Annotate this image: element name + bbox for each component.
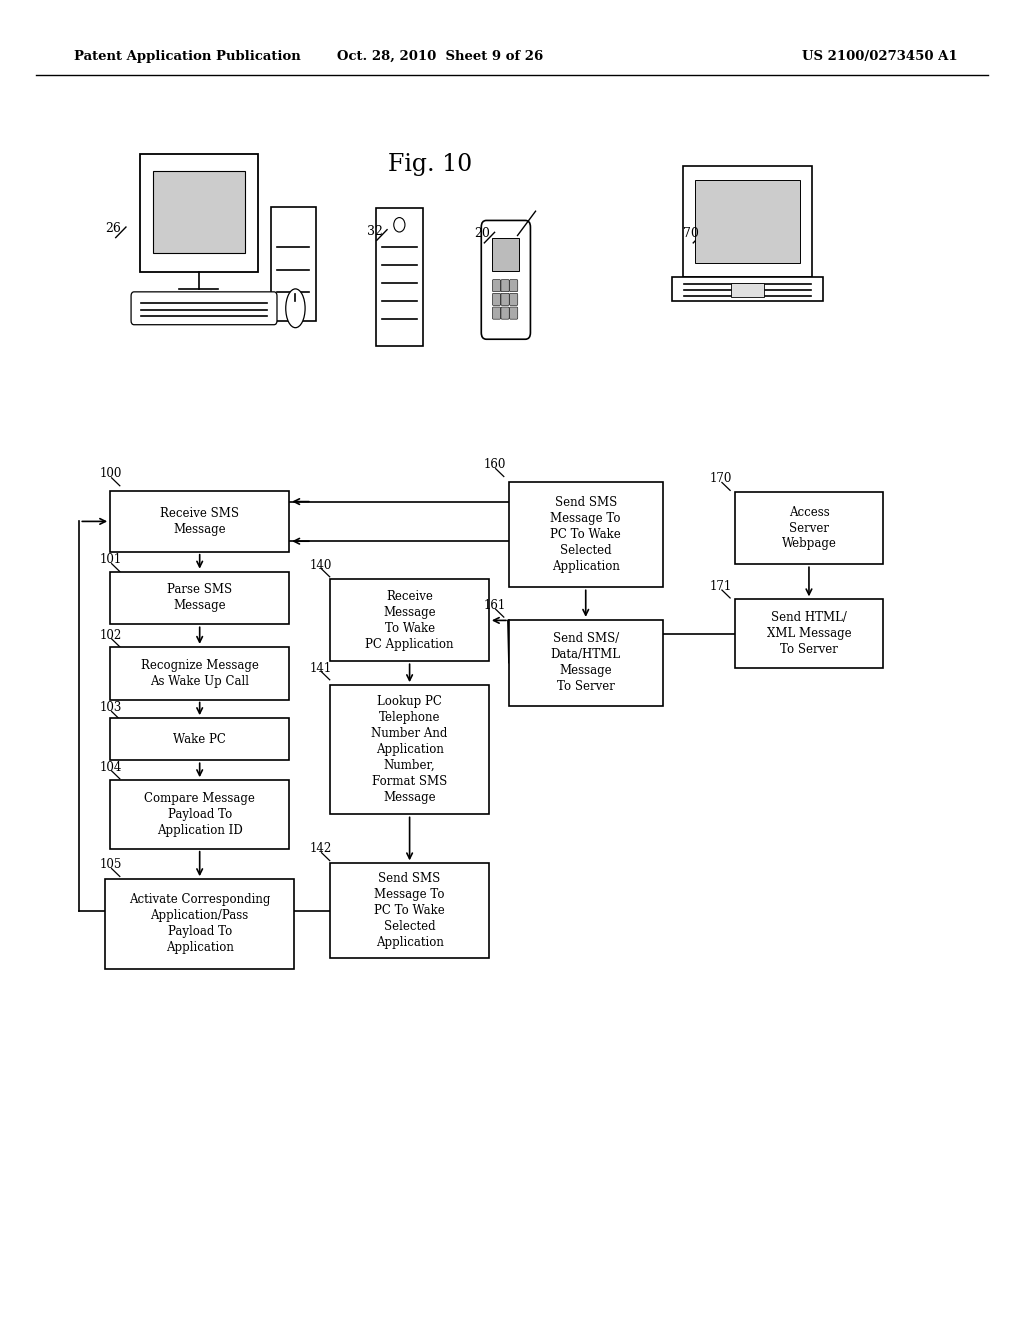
FancyBboxPatch shape bbox=[735, 599, 883, 668]
FancyBboxPatch shape bbox=[493, 238, 519, 272]
Text: Receive SMS
Message: Receive SMS Message bbox=[160, 507, 240, 536]
FancyBboxPatch shape bbox=[330, 863, 489, 958]
Text: Lookup PC
Telephone
Number And
Application
Number,
Format SMS
Message: Lookup PC Telephone Number And Applicati… bbox=[372, 696, 447, 804]
Text: Send SMS/
Data/HTML
Message
To Server: Send SMS/ Data/HTML Message To Server bbox=[551, 632, 621, 693]
FancyBboxPatch shape bbox=[131, 292, 276, 325]
FancyBboxPatch shape bbox=[111, 572, 289, 624]
FancyBboxPatch shape bbox=[376, 209, 423, 346]
Text: Recognize Message
As Wake Up Call: Recognize Message As Wake Up Call bbox=[140, 659, 259, 688]
FancyBboxPatch shape bbox=[735, 491, 883, 565]
FancyBboxPatch shape bbox=[509, 620, 663, 705]
Text: 171: 171 bbox=[710, 579, 732, 593]
Ellipse shape bbox=[286, 289, 305, 327]
Text: 102: 102 bbox=[99, 628, 122, 642]
Text: Patent Application Publication: Patent Application Publication bbox=[74, 50, 300, 63]
FancyBboxPatch shape bbox=[105, 879, 295, 969]
Text: 32: 32 bbox=[367, 224, 383, 238]
Text: 20: 20 bbox=[474, 227, 490, 240]
Text: 103: 103 bbox=[99, 701, 122, 714]
FancyBboxPatch shape bbox=[111, 647, 289, 700]
Text: 161: 161 bbox=[483, 599, 506, 612]
FancyBboxPatch shape bbox=[111, 491, 289, 552]
Text: Parse SMS
Message: Parse SMS Message bbox=[167, 583, 232, 612]
Text: Oct. 28, 2010  Sheet 9 of 26: Oct. 28, 2010 Sheet 9 of 26 bbox=[337, 50, 544, 63]
Text: Send SMS
Message To
PC To Wake
Selected
Application: Send SMS Message To PC To Wake Selected … bbox=[550, 496, 622, 573]
Text: Activate Corresponding
Application/Pass
Payload To
Application: Activate Corresponding Application/Pass … bbox=[129, 894, 270, 954]
Text: 140: 140 bbox=[309, 558, 332, 572]
FancyBboxPatch shape bbox=[493, 293, 501, 305]
FancyBboxPatch shape bbox=[694, 180, 801, 263]
FancyBboxPatch shape bbox=[270, 207, 315, 321]
FancyBboxPatch shape bbox=[672, 277, 823, 301]
Text: US 2100/0273450 A1: US 2100/0273450 A1 bbox=[802, 50, 957, 63]
Text: 100: 100 bbox=[99, 467, 122, 480]
FancyBboxPatch shape bbox=[510, 280, 518, 292]
Text: 104: 104 bbox=[99, 760, 122, 774]
FancyBboxPatch shape bbox=[510, 293, 518, 305]
Text: Receive
Message
To Wake
PC Application: Receive Message To Wake PC Application bbox=[366, 590, 454, 651]
FancyBboxPatch shape bbox=[501, 280, 509, 292]
Circle shape bbox=[394, 218, 404, 232]
FancyBboxPatch shape bbox=[731, 284, 764, 297]
FancyBboxPatch shape bbox=[509, 482, 663, 587]
FancyBboxPatch shape bbox=[510, 308, 518, 319]
Text: 160: 160 bbox=[483, 458, 506, 471]
Text: Access
Server
Webpage: Access Server Webpage bbox=[781, 506, 837, 550]
FancyBboxPatch shape bbox=[501, 308, 509, 319]
FancyBboxPatch shape bbox=[493, 308, 501, 319]
Text: 70: 70 bbox=[683, 227, 699, 240]
Text: 170: 170 bbox=[710, 473, 732, 486]
Text: Fig. 10: Fig. 10 bbox=[388, 153, 472, 177]
FancyBboxPatch shape bbox=[481, 220, 530, 339]
FancyBboxPatch shape bbox=[493, 280, 501, 292]
FancyBboxPatch shape bbox=[683, 166, 812, 277]
Text: 101: 101 bbox=[99, 553, 122, 566]
FancyBboxPatch shape bbox=[111, 718, 289, 760]
Text: Wake PC: Wake PC bbox=[173, 733, 226, 746]
FancyBboxPatch shape bbox=[501, 293, 509, 305]
Text: Send SMS
Message To
PC To Wake
Selected
Application: Send SMS Message To PC To Wake Selected … bbox=[374, 873, 445, 949]
FancyBboxPatch shape bbox=[111, 780, 289, 849]
Text: 141: 141 bbox=[309, 661, 332, 675]
Text: 26: 26 bbox=[105, 222, 122, 235]
Text: Send HTML/
XML Message
To Server: Send HTML/ XML Message To Server bbox=[767, 611, 851, 656]
FancyBboxPatch shape bbox=[330, 685, 489, 814]
FancyBboxPatch shape bbox=[139, 154, 258, 272]
Text: Compare Message
Payload To
Application ID: Compare Message Payload To Application I… bbox=[144, 792, 255, 837]
Text: 105: 105 bbox=[99, 858, 122, 871]
FancyBboxPatch shape bbox=[330, 579, 489, 661]
Text: 142: 142 bbox=[309, 842, 332, 855]
FancyBboxPatch shape bbox=[153, 170, 245, 253]
